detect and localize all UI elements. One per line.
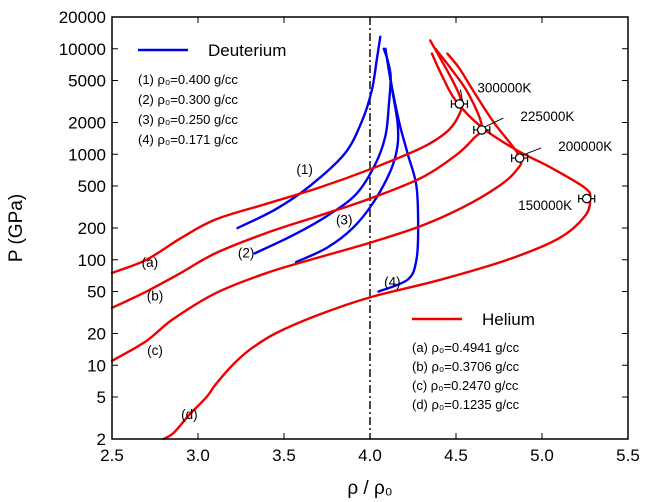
x-tick-label: 5.0 bbox=[530, 446, 554, 465]
x-axis-label: ρ / ρ₀ bbox=[347, 478, 392, 499]
series-line-deuterium bbox=[294, 57, 400, 264]
series-label: (a) bbox=[142, 255, 159, 270]
x-tick-label: 3.5 bbox=[272, 446, 296, 465]
x-tick-label: 2.5 bbox=[100, 446, 124, 465]
y-tick-label: 20000 bbox=[59, 8, 106, 27]
series-line-helium bbox=[110, 47, 484, 310]
y-tick-label: 1000 bbox=[68, 145, 106, 164]
isotherm-leader bbox=[522, 147, 542, 156]
y-tick-label: 500 bbox=[78, 177, 106, 196]
isotherm-marker bbox=[454, 99, 465, 109]
legend-deuterium-entry: (1) ρ₀=0.400 g/cc bbox=[138, 72, 238, 87]
legend-helium-entry: (a) ρ₀=0.4941 g/cc bbox=[412, 340, 520, 355]
legend-deuterium-entry: (3) ρ₀=0.250 g/cc bbox=[138, 112, 238, 127]
series-label: (3) bbox=[336, 213, 353, 228]
series-label: (2) bbox=[238, 246, 255, 261]
isotherm-marker bbox=[581, 193, 592, 204]
y-tick-label: 5 bbox=[97, 388, 106, 407]
y-tick-label: 10 bbox=[87, 356, 106, 375]
legend-deuterium: Deuterium (1) ρ₀=0.400 g/cc (2) ρ₀=0.300… bbox=[138, 41, 286, 147]
series-label: (d) bbox=[181, 407, 198, 422]
legend-helium-title: Helium bbox=[482, 310, 535, 329]
series-label: (c) bbox=[147, 343, 163, 358]
series-line-helium bbox=[162, 52, 592, 441]
y-tick-label: 20 bbox=[87, 325, 106, 344]
y-tick-label: 5000 bbox=[68, 72, 106, 91]
y-tick-label: 200 bbox=[78, 219, 106, 238]
legend-deuterium-entry: (4) ρ₀=0.171 g/cc bbox=[138, 132, 238, 147]
series-line-deuterium bbox=[236, 35, 382, 230]
y-tick-label: 2000 bbox=[68, 114, 106, 133]
series-group bbox=[110, 35, 592, 441]
legend-helium-entry: (c) ρ₀=0.2470 g/cc bbox=[412, 378, 519, 393]
isotherm-label: 300000K bbox=[477, 80, 531, 95]
isotherm-leader bbox=[484, 117, 504, 128]
isotherm-label: 200000K bbox=[558, 139, 612, 154]
y-tick-label: 100 bbox=[78, 251, 106, 270]
series-label: (b) bbox=[147, 289, 164, 304]
legend-helium: Helium (a) ρ₀=0.4941 g/cc (b) ρ₀=0.3706 … bbox=[412, 310, 535, 412]
annotation-group: (1) (2) (3) (4) (a) (b) (c) (d) 300000K 225000K 20… bbox=[142, 80, 613, 421]
x-tick-label: 4.0 bbox=[358, 446, 382, 465]
isotherm-marker bbox=[476, 125, 487, 135]
legend-helium-entry: (b) ρ₀=0.3706 g/cc bbox=[412, 359, 520, 374]
y-tick-label: 2 bbox=[97, 430, 106, 449]
y-tick-label: 50 bbox=[87, 283, 106, 302]
series-label: (4) bbox=[384, 274, 401, 289]
isotherm-leader bbox=[459, 89, 463, 102]
isotherm-label: 225000K bbox=[520, 109, 574, 124]
series-line-helium bbox=[110, 52, 523, 363]
isotherm-marker-group bbox=[450, 89, 596, 204]
x-tick-label: 3.0 bbox=[186, 446, 210, 465]
series-label: (1) bbox=[296, 162, 313, 177]
axes-ticks: 2.5 3.0 3.5 4.0 4.5 5.0 5.5 2 5 10 20 50 100 200 500 10… bbox=[59, 8, 640, 465]
x-tick-label: 4.5 bbox=[444, 446, 468, 465]
isotherm-marker bbox=[514, 153, 525, 163]
y-tick-label: 10000 bbox=[59, 40, 106, 59]
plot-frame bbox=[111, 16, 629, 440]
legend-deuterium-entry: (2) ρ₀=0.300 g/cc bbox=[138, 92, 238, 107]
y-axis-label: P (GPa) bbox=[6, 194, 27, 262]
legend-deuterium-title: Deuterium bbox=[208, 41, 286, 60]
series-line-deuterium bbox=[377, 47, 420, 293]
legend-helium-entry: (d) ρ₀=0.1235 g/cc bbox=[412, 397, 520, 412]
x-tick-label: 5.5 bbox=[616, 446, 640, 465]
isotherm-label: 150000K bbox=[518, 198, 572, 213]
